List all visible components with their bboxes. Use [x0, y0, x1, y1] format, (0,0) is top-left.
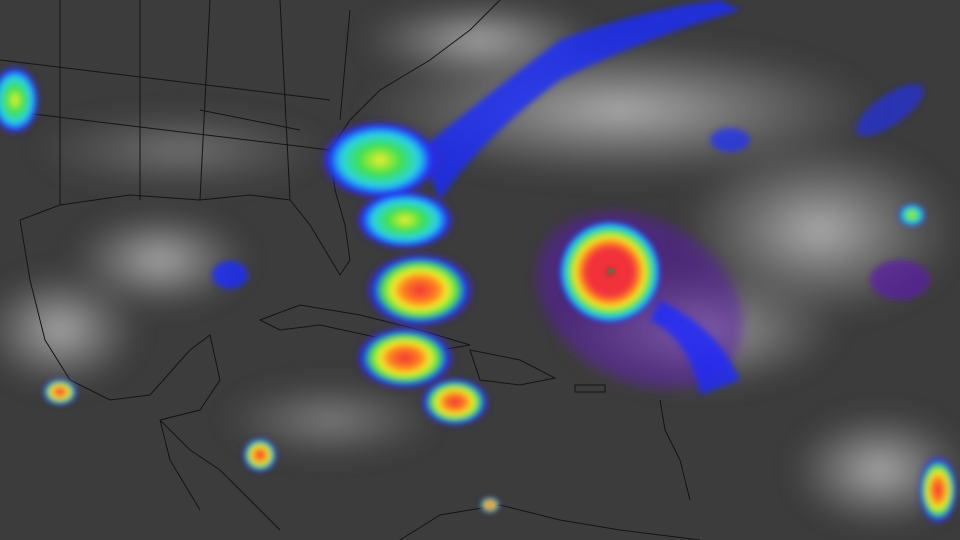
mexico-coastline	[19, 219, 221, 421]
land-borders	[0, 0, 701, 540]
cuba-coastline	[258, 304, 471, 351]
hispaniola-coastline	[469, 349, 557, 386]
hurricane-eye	[608, 268, 614, 274]
us-east-coastline	[19, 0, 501, 276]
us-state-borders	[0, 0, 351, 205]
storm-cells	[0, 0, 958, 525]
south-america-coastline	[399, 504, 701, 540]
central-america-coastline	[159, 419, 281, 531]
lesser-antilles	[659, 399, 691, 501]
hurricane	[536, 211, 744, 395]
frontal-band	[420, 0, 740, 200]
puerto-rico-coastline	[574, 384, 606, 393]
hurricane-outer-band	[650, 300, 740, 395]
